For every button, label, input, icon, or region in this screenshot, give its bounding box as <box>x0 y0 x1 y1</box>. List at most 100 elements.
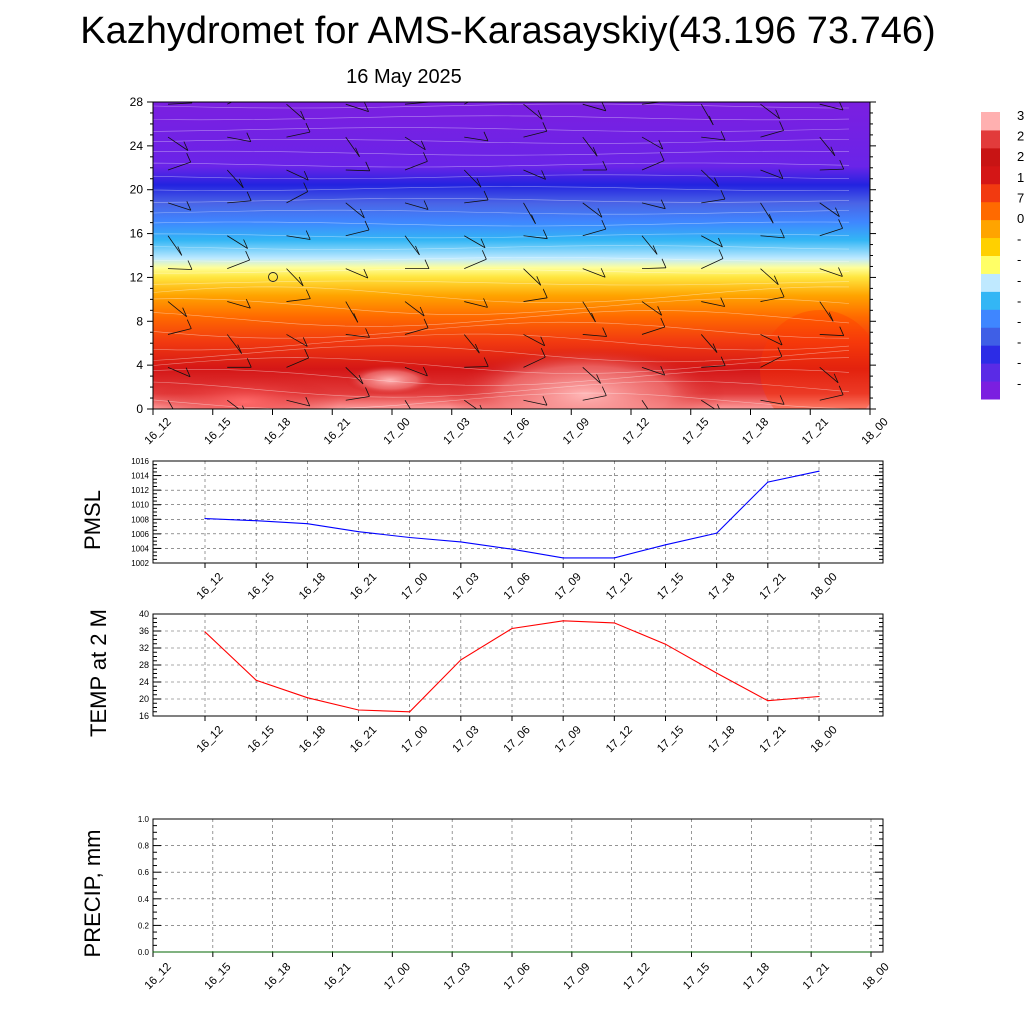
x-tick-label: 17_00 <box>382 416 413 447</box>
wind-barb-flag <box>303 170 309 181</box>
x-tick-label: 17_18 <box>706 724 737 755</box>
wind-barb-flag <box>602 160 608 171</box>
wind-barb-flag <box>304 348 309 359</box>
wind-barb-flag <box>245 299 251 309</box>
wind-barb-shaft <box>879 203 902 208</box>
wind-barb-shaft <box>345 268 368 279</box>
wind-barb-shaft <box>582 202 603 218</box>
wind-barb-shaft <box>582 136 598 157</box>
wind-barb <box>819 202 840 217</box>
wind-barb <box>819 136 836 156</box>
wind-barb-shaft <box>286 298 311 302</box>
wind-barb <box>582 202 603 218</box>
wind-barb <box>760 121 784 138</box>
wind-barb-shaft <box>582 268 606 278</box>
colorbar-label: 7 <box>1017 190 1024 205</box>
wind-barb-flag <box>542 229 548 239</box>
wind-barb-shaft <box>760 356 783 368</box>
wind-barb-flag <box>243 239 248 249</box>
y-tick-label: 32 <box>139 643 149 653</box>
wind-barb <box>286 268 304 287</box>
wind-barb <box>167 102 193 105</box>
colorbar-swatch <box>981 129 1000 149</box>
warm-core-left <box>153 374 340 409</box>
wind-barb <box>582 327 608 337</box>
wind-barb <box>345 202 365 219</box>
wind-barb <box>523 229 548 240</box>
wind-barb <box>286 122 311 138</box>
wind-barb-flag <box>777 347 783 357</box>
heatmap-panel: 0 4 8 12 16 20 24 28 16_12 16_15 16_18 16_21 17_00 17… <box>130 91 903 447</box>
wind-barb <box>879 258 903 269</box>
wind-barb-flag <box>365 328 370 338</box>
wind-barb-shaft <box>227 399 240 409</box>
data-point <box>331 951 334 953</box>
wind-barb <box>404 400 411 409</box>
wind-barb-shaft <box>819 227 843 237</box>
contour-line <box>153 380 850 398</box>
wind-barb-flag <box>780 228 785 239</box>
wind-barb-flag <box>779 287 785 298</box>
wind-barb-shaft <box>167 102 192 105</box>
wind-barb <box>879 137 900 148</box>
wind-barb-flag <box>720 189 726 200</box>
wind-barb-shaft <box>286 334 308 347</box>
wind-barb-shaft <box>819 103 844 111</box>
wind-barb <box>879 236 895 254</box>
wind-barb-flag <box>657 306 663 316</box>
x-tick-label: 17_03 <box>450 724 481 755</box>
wind-barb-shaft <box>463 169 482 188</box>
wind-barb <box>405 259 430 270</box>
contour-line <box>153 257 850 262</box>
wind-barb-flag <box>838 267 843 277</box>
wind-barb-shaft <box>404 202 429 210</box>
wind-barb-shaft <box>701 136 726 141</box>
data-point <box>767 481 769 483</box>
wind-barb <box>879 91 903 104</box>
wind-barb <box>464 235 486 249</box>
wind-barb-flag <box>246 191 252 201</box>
warm-core-day <box>445 347 725 409</box>
wind-barb-flag <box>419 306 425 317</box>
x-tick-label: 17_18 <box>740 416 771 447</box>
wind-barb-flag <box>773 275 779 285</box>
wind-barb <box>464 298 488 308</box>
wind-barb-flag <box>897 151 901 160</box>
y-tick-label: 20 <box>130 183 144 197</box>
wind-barb-shaft <box>167 328 192 335</box>
wind-barb-flag <box>423 152 428 162</box>
wind-barb-shaft <box>819 367 839 384</box>
wind-barb <box>227 132 252 143</box>
wind-barb <box>345 220 370 237</box>
x-tick-label: 16_18 <box>262 961 293 992</box>
x-tick-label: 16_21 <box>348 571 379 602</box>
x-tick-label: 16_21 <box>322 416 353 447</box>
wind-barb-shaft <box>227 136 251 143</box>
wind-barb-shaft <box>404 327 429 335</box>
wind-barb-flag <box>718 237 723 248</box>
wind-barb-shaft <box>879 160 901 170</box>
wind-barb <box>760 228 785 239</box>
wind-barb-shaft <box>879 236 895 254</box>
wind-barb <box>463 169 482 188</box>
x-tick-label: 16_15 <box>202 416 233 447</box>
wind-barb <box>641 151 665 171</box>
wind-barb-flag <box>596 374 601 384</box>
wind-barb-flag <box>660 365 666 376</box>
x-tick-label: 17_03 <box>442 961 473 992</box>
wind-barb <box>641 136 664 150</box>
contour-line <box>153 321 850 339</box>
wind-barb <box>760 268 779 286</box>
data-point <box>391 951 393 953</box>
colorbar-swatch <box>981 112 1000 131</box>
x-tick-label: 17_21 <box>800 416 831 447</box>
wind-barb <box>345 328 370 338</box>
data-point <box>631 951 633 953</box>
wind-barb-shaft <box>760 334 783 346</box>
wind-barb-shaft <box>464 399 478 409</box>
wind-barb <box>879 365 902 374</box>
wind-barb-flag <box>898 365 902 374</box>
wind-barb-shaft <box>641 202 666 210</box>
contour-line <box>153 162 850 168</box>
data-point <box>460 659 462 661</box>
